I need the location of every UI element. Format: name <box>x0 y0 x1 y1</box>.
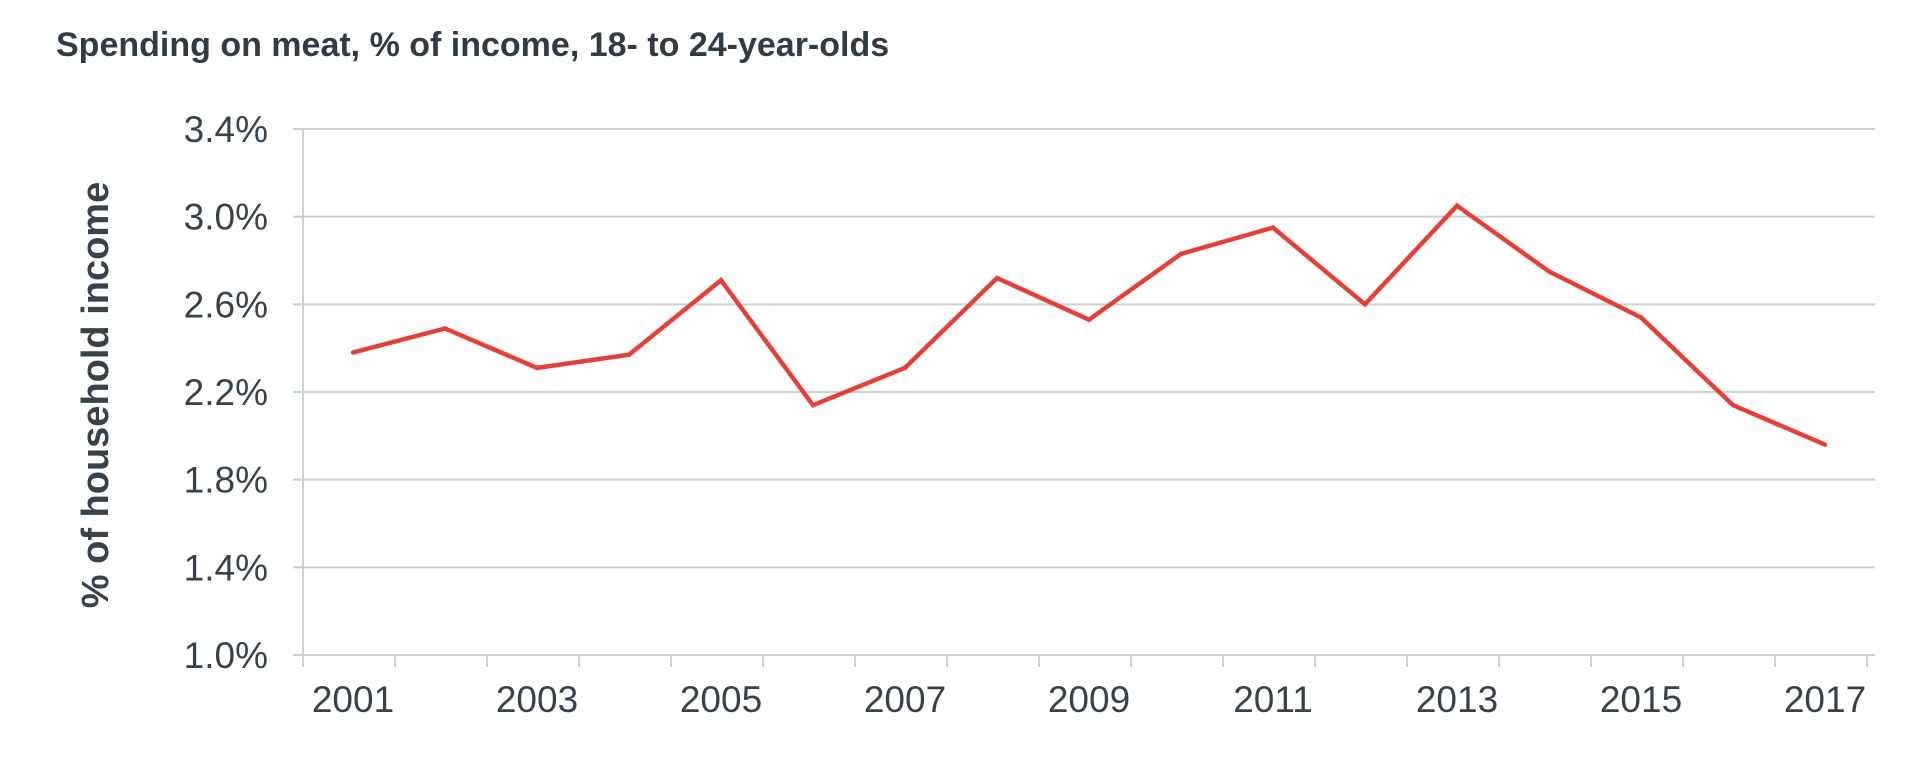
x-tick-label: 2003 <box>496 679 578 720</box>
series-line <box>352 202 1826 447</box>
data-point <box>1362 302 1368 307</box>
y-tick-label: 2.6% <box>184 284 268 325</box>
data-point <box>718 278 724 283</box>
y-tick-label: 3.0% <box>184 197 268 238</box>
data-point <box>626 352 632 357</box>
x-tick-label: 2009 <box>1048 679 1130 720</box>
data-point <box>1270 225 1276 230</box>
chart-title: Spending on meat, % of income, 18- to 24… <box>56 26 890 64</box>
y-axis-tick-labels: 1.0% 1.4% 1.8% 2.2% 2.6% 3.0% 3.4% <box>184 109 268 676</box>
data-point <box>350 350 356 355</box>
y-tick-label: 2.2% <box>184 372 268 413</box>
x-tick-label: 2013 <box>1416 679 1498 720</box>
grid-lines <box>303 128 1875 569</box>
data-point <box>1730 402 1736 408</box>
y-tick-label: 3.4% <box>184 109 268 150</box>
data-point <box>442 326 448 331</box>
x-tick-label: 2017 <box>1784 679 1866 720</box>
data-point <box>1454 203 1460 208</box>
data-point <box>1546 269 1552 274</box>
data-point <box>1822 442 1828 447</box>
data-point <box>902 365 908 371</box>
data-point <box>1178 251 1184 257</box>
data-point <box>534 365 540 371</box>
x-tick-label: 2011 <box>1233 679 1313 720</box>
x-tick-label: 2005 <box>680 679 762 720</box>
data-point <box>1086 317 1092 322</box>
x-tick-label: 2015 <box>1600 679 1682 720</box>
data-point <box>1638 315 1644 320</box>
data-point <box>994 275 1000 281</box>
data-point <box>810 402 816 408</box>
axes <box>293 128 1875 667</box>
y-tick-label: 1.0% <box>184 635 268 676</box>
y-tick-label: 1.4% <box>184 547 268 588</box>
x-axis-tick-labels: 2001 2003 2005 2007 2009 2011 2013 2015 2017 <box>312 679 1866 720</box>
y-tick-label: 1.8% <box>184 460 268 501</box>
series-layer <box>350 202 1828 447</box>
x-tick-label: 2007 <box>864 679 946 720</box>
x-tick-label: 2001 <box>312 679 394 720</box>
y-axis-title: % of household income <box>75 182 117 608</box>
